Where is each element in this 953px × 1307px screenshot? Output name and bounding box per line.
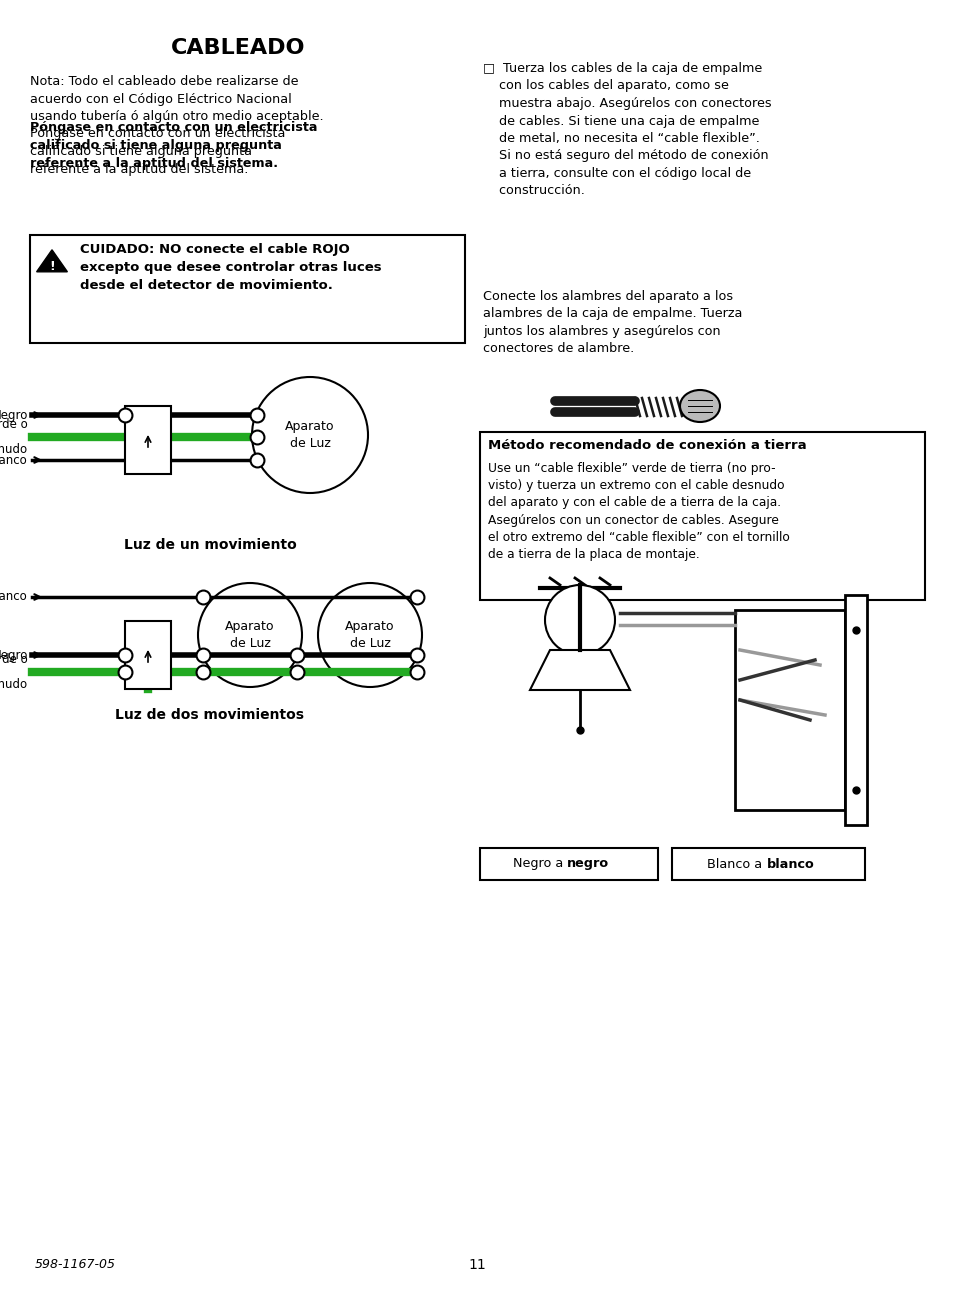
Text: □  Tuerza los cables de la caja de empalme
    con los cables del aparato, como : □ Tuerza los cables de la caja de empalm… [482, 61, 771, 197]
Circle shape [317, 583, 421, 687]
Bar [125, 621, 171, 689]
Text: Luz de dos movimientos: Luz de dos movimientos [115, 708, 304, 721]
Text: Desnudo: Desnudo [0, 678, 28, 691]
Text: Aparato
de Luz: Aparato de Luz [345, 620, 395, 650]
Text: Aparato
de Luz: Aparato de Luz [285, 420, 335, 450]
Text: Blanco: Blanco [0, 591, 28, 604]
Text: Negro: Negro [0, 648, 28, 661]
Text: Desnudo: Desnudo [0, 443, 28, 456]
Text: negro: negro [566, 857, 608, 870]
Bar [125, 406, 171, 474]
Text: CUIDADO: NO conecte el cable ROJO
excepto que desee controlar otras luces
desde : CUIDADO: NO conecte el cable ROJO except… [80, 243, 381, 291]
Text: Use un “cable flexible” verde de tierra (no pro-
visto) y tuerza un extremo con : Use un “cable flexible” verde de tierra … [488, 461, 789, 561]
Bar [479, 848, 658, 880]
Text: Aparato
de Luz: Aparato de Luz [225, 620, 274, 650]
Bar [734, 610, 844, 810]
Text: CABLEADO: CABLEADO [172, 38, 305, 58]
Text: Luz de un movimiento: Luz de un movimiento [123, 538, 296, 552]
Text: Póngase en contacto con un electricista
calificado si tiene alguna pregunta
refe: Póngase en contacto con un electricista … [30, 122, 317, 170]
Text: Verde o: Verde o [0, 654, 28, 667]
Circle shape [252, 376, 368, 493]
Polygon shape [530, 650, 629, 690]
Circle shape [544, 586, 615, 655]
Bar [30, 235, 464, 342]
Text: Método recomendado de conexión a tierra: Método recomendado de conexión a tierra [488, 439, 806, 452]
Polygon shape [36, 250, 68, 272]
Text: !: ! [49, 260, 55, 273]
Bar [671, 848, 864, 880]
Text: Negro a: Negro a [512, 857, 566, 870]
Text: Conecte los alambres del aparato a los
alambres de la caja de empalme. Tuerza
ju: Conecte los alambres del aparato a los a… [482, 290, 741, 356]
Text: Blanco a: Blanco a [706, 857, 765, 870]
Ellipse shape [679, 389, 720, 422]
Bar [844, 595, 866, 825]
Circle shape [198, 583, 302, 687]
Text: Blanco: Blanco [0, 454, 28, 467]
Text: 598-1167-05: 598-1167-05 [35, 1259, 116, 1272]
Text: 11: 11 [468, 1259, 485, 1272]
Bar [479, 433, 924, 600]
Text: Nota: Todo el cableado debe realizarse de
acuerdo con el Código Eléctrico Nacion: Nota: Todo el cableado debe realizarse d… [30, 74, 323, 175]
Text: Negro: Negro [0, 409, 28, 421]
Text: blanco: blanco [765, 857, 814, 870]
Text: Verde o: Verde o [0, 418, 28, 431]
